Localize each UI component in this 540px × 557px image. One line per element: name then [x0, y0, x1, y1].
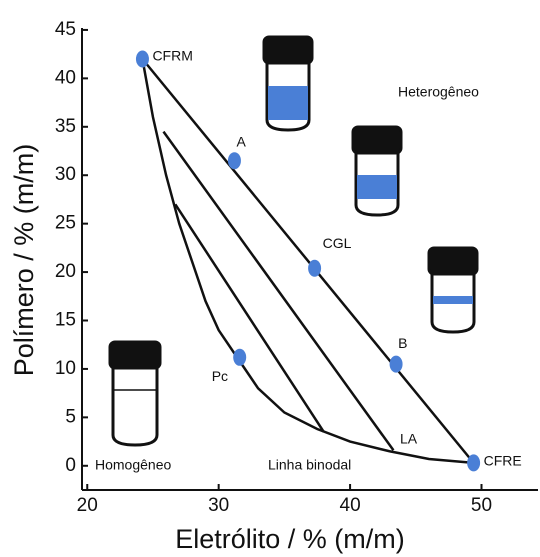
tube-icon — [262, 35, 314, 132]
annotation: Heterogêneo — [398, 84, 479, 100]
point-label: CGL — [323, 235, 352, 251]
y-tick-label: 25 — [55, 213, 76, 234]
y-tick-label: 10 — [55, 358, 76, 379]
point — [233, 348, 247, 366]
x-tick-label: 30 — [208, 495, 229, 516]
point-label: Pc — [212, 368, 228, 384]
annotation: LA — [400, 431, 418, 447]
point-label: A — [236, 133, 246, 149]
tie-line — [141, 58, 475, 464]
y-tick-label: 30 — [55, 164, 76, 185]
tie-line — [162, 130, 395, 452]
y-tick-label: 20 — [55, 261, 76, 282]
tube-icons — [108, 35, 479, 447]
point-label: B — [398, 335, 407, 351]
point-label: CFRM — [152, 48, 192, 64]
point — [389, 355, 403, 373]
y-tick-label: 15 — [55, 310, 76, 331]
y-tick-label: 45 — [55, 19, 76, 40]
y-tick-label: 40 — [55, 67, 76, 88]
annotation: Homogêneo — [95, 457, 171, 473]
annotation: Linha binodal — [268, 457, 351, 473]
y-tick-label: 5 — [65, 406, 76, 427]
point — [308, 259, 322, 277]
point-label: CFRE — [484, 453, 522, 469]
tie-line — [174, 203, 325, 433]
y-tick-label: 0 — [65, 455, 76, 476]
point — [227, 152, 241, 170]
x-tick-label: 40 — [340, 495, 361, 516]
point — [135, 50, 149, 68]
y-axis-title: Polímero / % (m/m) — [9, 144, 39, 377]
x-axis-title: Eletrólito / % (m/m) — [175, 524, 405, 554]
x-tick-label: 50 — [471, 495, 492, 516]
tube-icon — [351, 125, 403, 217]
y-tick-label: 35 — [55, 116, 76, 137]
point — [467, 454, 481, 472]
tube-icon — [427, 246, 479, 334]
tube-icon — [108, 340, 162, 447]
x-tick-label: 20 — [77, 495, 98, 516]
